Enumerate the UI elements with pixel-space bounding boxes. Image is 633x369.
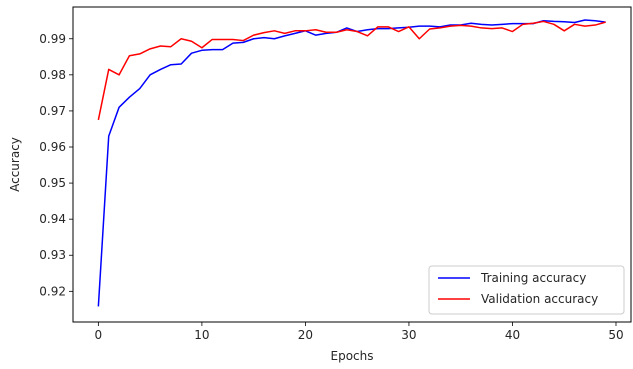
plot-lines bbox=[97, 19, 606, 307]
x-tick-label: 40 bbox=[505, 328, 520, 342]
x-tick-label: 10 bbox=[194, 328, 209, 342]
y-tick-label: 0.92 bbox=[39, 284, 66, 298]
validation-accuracy-line bbox=[97, 20, 606, 121]
y-tick-label: 0.93 bbox=[39, 248, 66, 262]
x-tick-label: 50 bbox=[608, 328, 623, 342]
y-tick-label: 0.94 bbox=[39, 212, 66, 226]
x-axis-label: Epochs bbox=[331, 349, 374, 363]
training-accuracy-line bbox=[97, 19, 606, 307]
y-tick-label: 0.95 bbox=[39, 176, 66, 190]
y-tick-label: 0.98 bbox=[39, 68, 66, 82]
legend: Training accuracy Validation accuracy bbox=[428, 265, 625, 315]
y-tick-label: 0.99 bbox=[39, 32, 66, 46]
plot-frame bbox=[72, 6, 632, 323]
y-tick-label: 0.96 bbox=[39, 140, 66, 154]
x-tick-label: 30 bbox=[401, 328, 416, 342]
y-axis-label: Accuracy bbox=[8, 137, 22, 192]
y-axis-ticks: 0.92 0.93 0.94 0.95 0.96 0.97 0.98 0.99 bbox=[39, 32, 73, 298]
legend-box bbox=[428, 265, 625, 315]
x-axis-ticks: 0 10 20 30 40 50 bbox=[95, 322, 624, 342]
x-tick-label: 20 bbox=[298, 328, 313, 342]
legend-label-validation: Validation accuracy bbox=[481, 292, 598, 306]
legend-label-training: Training accuracy bbox=[480, 271, 586, 285]
y-tick-label: 0.97 bbox=[39, 104, 66, 118]
x-tick-label: 0 bbox=[95, 328, 103, 342]
